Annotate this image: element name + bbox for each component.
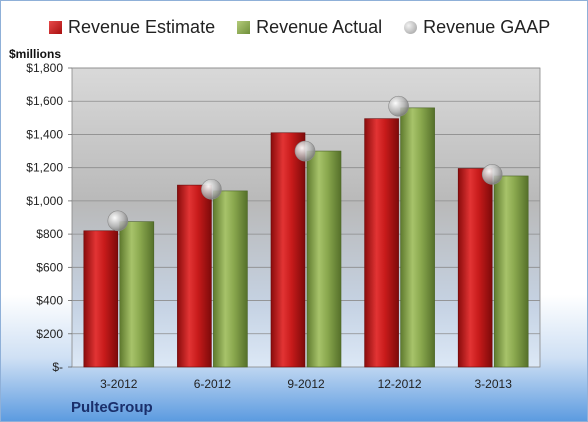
company-name: PulteGroup bbox=[71, 399, 153, 416]
legend: Revenue Estimate Revenue Actual Revenue … bbox=[49, 17, 550, 38]
bar-revenue-actual bbox=[306, 150, 342, 368]
x-tick-label: 9-2012 bbox=[287, 377, 325, 391]
y-axis-unit-label: $millions bbox=[9, 47, 62, 61]
x-tick-label: 3-2012 bbox=[100, 377, 138, 391]
y-tick-label: $1,600 bbox=[26, 94, 63, 108]
bar-revenue-actual bbox=[493, 175, 529, 368]
bar-revenue-actual bbox=[119, 221, 155, 368]
y-tick-label: $600 bbox=[36, 260, 63, 274]
bar-revenue-estimate bbox=[177, 184, 212, 368]
legend-label-gaap: Revenue GAAP bbox=[423, 17, 551, 37]
marker-revenue-gaap bbox=[294, 140, 316, 162]
bar-revenue-estimate bbox=[457, 168, 493, 368]
bar-revenue-actual bbox=[400, 107, 435, 368]
gaap-markers bbox=[107, 95, 503, 232]
bar-revenue-actual bbox=[213, 190, 248, 368]
y-axis-ticks: $- $200 $400 $600 $800 $1,000 $1,200 $1,400 $1,6… bbox=[26, 61, 72, 374]
bar-revenue-estimate bbox=[83, 230, 119, 368]
legend-swatch-estimate bbox=[49, 21, 62, 34]
y-tick-label: $1,800 bbox=[26, 61, 63, 75]
marker-revenue-gaap bbox=[107, 210, 129, 232]
legend-label-estimate: Revenue Estimate bbox=[68, 17, 216, 37]
x-axis-ticks: 3-2012 6-2012 9-2012 12-2012 3-2013 bbox=[100, 377, 512, 391]
legend-item-gaap: Revenue GAAP bbox=[404, 17, 550, 38]
legend-item-estimate: Revenue Estimate bbox=[49, 17, 215, 38]
x-tick-label: 6-2012 bbox=[194, 377, 232, 391]
bar-revenue-estimate bbox=[270, 132, 306, 368]
marker-revenue-gaap bbox=[388, 95, 409, 117]
bars bbox=[83, 107, 529, 368]
marker-revenue-gaap bbox=[201, 178, 222, 200]
legend-swatch-actual bbox=[237, 21, 251, 34]
legend-label-actual: Revenue Actual bbox=[256, 17, 383, 37]
marker-revenue-gaap bbox=[481, 164, 503, 185]
y-tick-label: $1,000 bbox=[26, 194, 63, 208]
bar-revenue-estimate bbox=[364, 118, 399, 368]
y-tick-label: $- bbox=[52, 360, 63, 374]
y-tick-label: $800 bbox=[36, 227, 63, 241]
x-tick-label: 3-2013 bbox=[475, 377, 513, 391]
y-tick-label: $200 bbox=[36, 327, 63, 341]
y-tick-label: $400 bbox=[36, 294, 63, 308]
legend-item-actual: Revenue Actual bbox=[237, 17, 382, 38]
y-tick-label: $1,400 bbox=[26, 127, 63, 141]
x-tick-label: 12-2012 bbox=[378, 377, 422, 391]
legend-swatch-gaap bbox=[404, 21, 418, 34]
y-tick-label: $1,200 bbox=[26, 161, 63, 175]
